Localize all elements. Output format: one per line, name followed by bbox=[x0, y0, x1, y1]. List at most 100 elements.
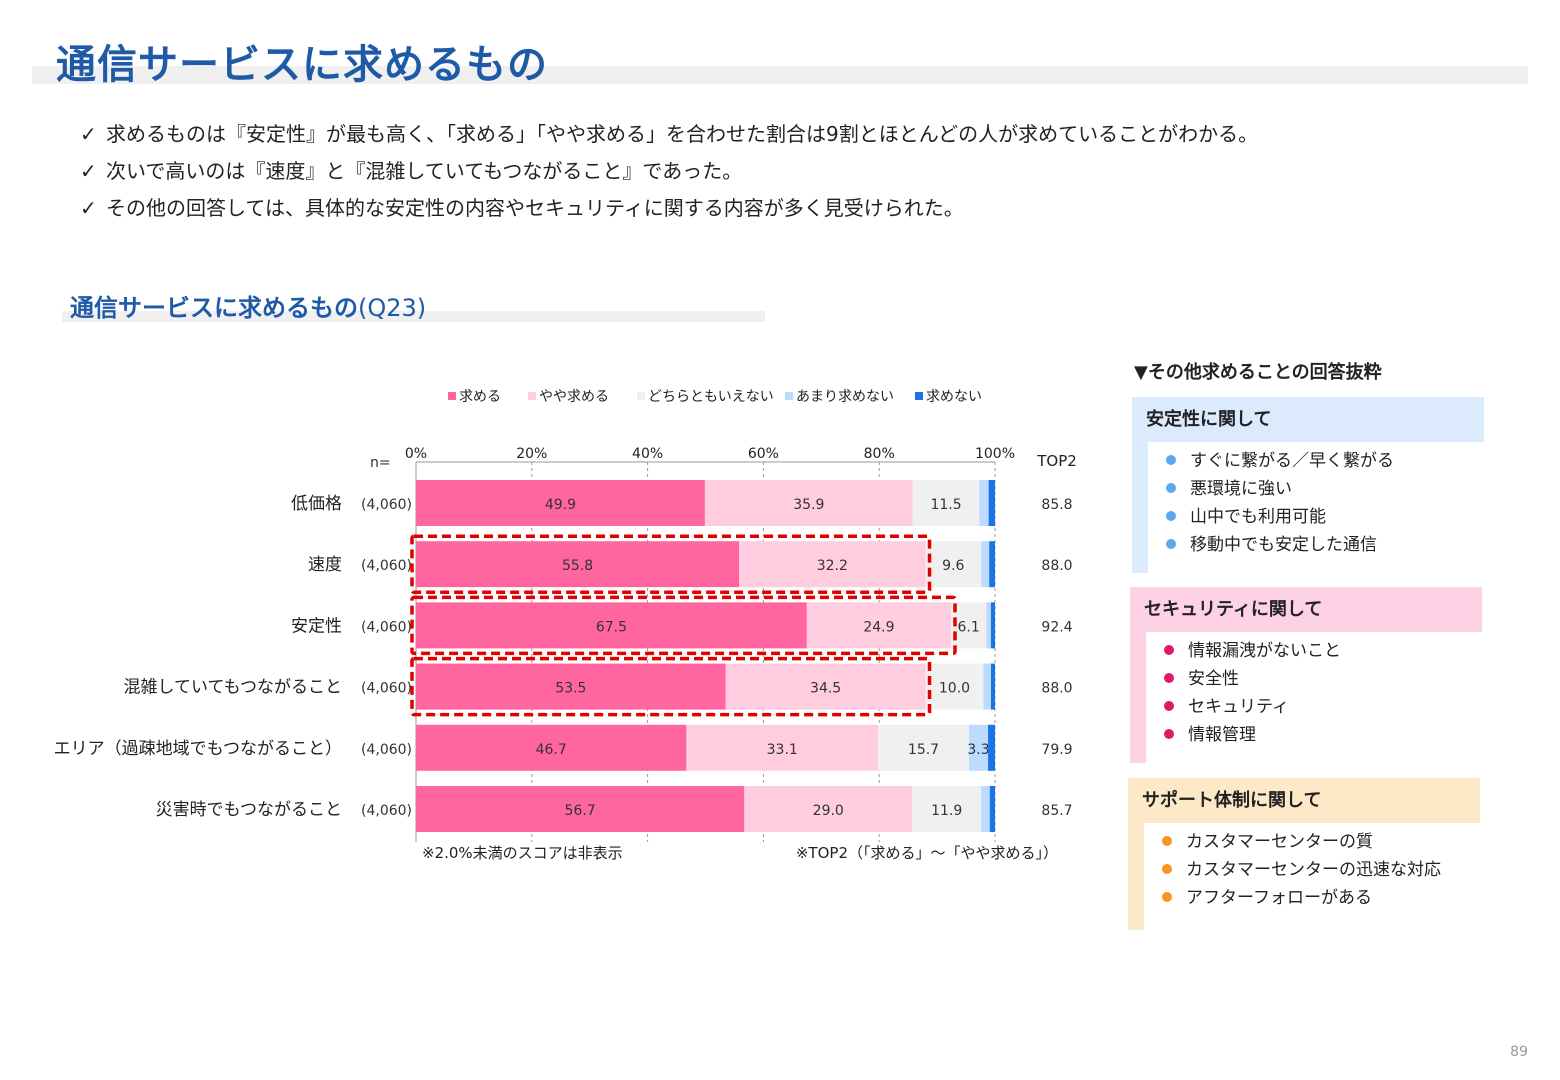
bullet-dot-icon bbox=[1166, 455, 1176, 465]
bar-segment bbox=[686, 724, 879, 771]
top2-header: TOP2 bbox=[1036, 452, 1077, 470]
page-title: 通信サービスに求めるもの bbox=[56, 42, 548, 88]
list-item: アフターフォローがある bbox=[1162, 884, 1441, 912]
bar-segment bbox=[981, 541, 990, 588]
data-label: 11.9 bbox=[931, 803, 962, 819]
stacked-bar-chart: 求める やや求める どちらともいえない あまり求めない 求めない n= 0% 20% 40% 60… bbox=[54, 389, 1077, 862]
x-tick-label: 60% bbox=[748, 446, 779, 462]
list-item: カスタマーセンターの質 bbox=[1162, 828, 1441, 856]
list-item-text: 山中でも利用可能 bbox=[1190, 507, 1326, 527]
list-item-text: 情報漏洩がないこと bbox=[1188, 641, 1341, 661]
list-item-text: アフターフォローがある bbox=[1186, 888, 1372, 908]
check-icon: ✓ bbox=[80, 122, 97, 146]
list-item-text: すぐに繋がる／早く繋がる bbox=[1190, 451, 1394, 471]
bullet-dot-icon bbox=[1162, 864, 1172, 874]
highlight-box bbox=[410, 656, 932, 717]
list-item: 移動中でも安定した通信 bbox=[1166, 531, 1394, 559]
list-item-text: カスタマーセンターの迅速な対応 bbox=[1186, 860, 1441, 880]
category-label: 速度 bbox=[308, 555, 342, 575]
top2-value: 85.7 bbox=[1041, 803, 1072, 819]
data-label: 34.5 bbox=[810, 681, 841, 697]
side-category-security: セキュリティに関して 情報漏洩がないこと 安全性 セキュリティ 情報管理 bbox=[1130, 587, 1482, 763]
list-item: 安全性 bbox=[1164, 665, 1341, 693]
x-tick-label: 0% bbox=[405, 446, 427, 462]
chart-note: ※2.0%未満のスコアは非表示 bbox=[422, 844, 623, 862]
category-label: 安定性 bbox=[291, 616, 342, 636]
category-stripe bbox=[1132, 442, 1148, 573]
legend-label: やや求める bbox=[539, 389, 609, 405]
list-item-text: 悪環境に強い bbox=[1190, 479, 1292, 499]
list-item: 情報漏洩がないこと bbox=[1164, 637, 1341, 665]
n-value: (4,060) bbox=[361, 742, 412, 758]
bar-segment bbox=[912, 480, 980, 526]
page-number: 89 bbox=[1510, 1044, 1528, 1060]
category-label: 災害時でもつながること bbox=[156, 800, 342, 820]
data-label: 46.7 bbox=[536, 742, 567, 758]
data-label: 9.6 bbox=[942, 558, 964, 574]
data-label: 55.8 bbox=[562, 558, 593, 574]
list-item: セキュリティ bbox=[1164, 693, 1341, 721]
top2-value: 88.0 bbox=[1041, 558, 1072, 574]
bar-segment bbox=[988, 480, 995, 526]
bar-segment bbox=[988, 724, 995, 771]
list-item: すぐに繋がる／早く繋がる bbox=[1166, 447, 1394, 475]
x-tick-label: 40% bbox=[632, 446, 663, 462]
data-label: 49.9 bbox=[545, 497, 576, 513]
summary-bullets: ✓ 求めるものは『安定性』が最も高く、「求める」「やや求める」を合わせた割合は9割… bbox=[80, 116, 1258, 227]
category-header: サポート体制に関して bbox=[1128, 778, 1480, 823]
bar-segment bbox=[416, 786, 745, 832]
summary-bullet: ✓ 求めるものは『安定性』が最も高く、「求める」「やや求める」を合わせた割合は9割… bbox=[80, 116, 1258, 153]
category-items: すぐに繋がる／早く繋がる 悪環境に強い 山中でも利用可能 移動中でも安定した通信 bbox=[1166, 447, 1394, 559]
subtitle-band bbox=[62, 311, 765, 322]
list-item-text: 安全性 bbox=[1188, 669, 1239, 689]
bar-segment bbox=[990, 602, 995, 649]
data-label: 56.7 bbox=[565, 803, 596, 819]
legend-label: 求めない bbox=[926, 389, 982, 405]
category-label: エリア（過疎地域でもつながること） bbox=[54, 739, 342, 759]
chart-subtitle-text: 通信サービスに求めるもの bbox=[70, 294, 358, 322]
bar-segment bbox=[739, 541, 926, 588]
summary-bullet-text: その他の回答しては、具体的な安定性の内容やセキュリティに関する内容が多く見受けら… bbox=[106, 196, 964, 220]
data-label: 6.1 bbox=[958, 619, 980, 635]
bullet-dot-icon bbox=[1164, 701, 1174, 711]
category-stripe bbox=[1130, 632, 1146, 763]
category-label: セキュリティに関して bbox=[1144, 599, 1323, 620]
legend-label: あまり求めない bbox=[796, 389, 894, 405]
title-band bbox=[32, 66, 1528, 84]
bullet-dot-icon bbox=[1164, 673, 1174, 683]
bar-segment bbox=[704, 480, 913, 526]
list-item-text: セキュリティ bbox=[1188, 697, 1289, 717]
bar-segment bbox=[744, 786, 913, 832]
bullet-dot-icon bbox=[1166, 539, 1176, 549]
bar-segment bbox=[912, 786, 982, 832]
n-value: (4,060) bbox=[361, 803, 412, 819]
list-item: 山中でも利用可能 bbox=[1166, 503, 1394, 531]
highlight-box bbox=[410, 595, 957, 656]
bar-segment bbox=[416, 663, 726, 710]
data-label: 35.9 bbox=[793, 497, 824, 513]
list-item-text: 情報管理 bbox=[1188, 725, 1256, 745]
summary-bullet-text: 次いで高いのは『速度』と『混雑していてもつながること』であった。 bbox=[106, 159, 743, 183]
check-icon: ✓ bbox=[80, 196, 97, 220]
bar-segment bbox=[725, 663, 926, 710]
n-value: (4,060) bbox=[361, 558, 412, 574]
bar-segment bbox=[416, 541, 740, 588]
data-label: 67.5 bbox=[596, 619, 627, 635]
data-label: 10.0 bbox=[939, 681, 970, 697]
x-tick-label: 20% bbox=[516, 446, 547, 462]
data-label: 29.0 bbox=[813, 803, 844, 819]
list-item-text: カスタマーセンターの質 bbox=[1186, 832, 1373, 852]
category-header: セキュリティに関して bbox=[1130, 587, 1482, 632]
bullet-dot-icon bbox=[1164, 729, 1174, 739]
data-label: 15.7 bbox=[908, 742, 939, 758]
data-label: 53.5 bbox=[555, 681, 586, 697]
bar-segment bbox=[416, 602, 807, 649]
data-label: 32.2 bbox=[817, 558, 848, 574]
legend-swatch bbox=[637, 392, 645, 400]
legend-swatch bbox=[528, 392, 536, 400]
bar-segment bbox=[416, 480, 705, 526]
bullet-dot-icon bbox=[1166, 511, 1176, 521]
question-code: (Q23) bbox=[358, 294, 427, 322]
top2-value: 88.0 bbox=[1041, 681, 1072, 697]
bullet-dot-icon bbox=[1164, 645, 1174, 655]
